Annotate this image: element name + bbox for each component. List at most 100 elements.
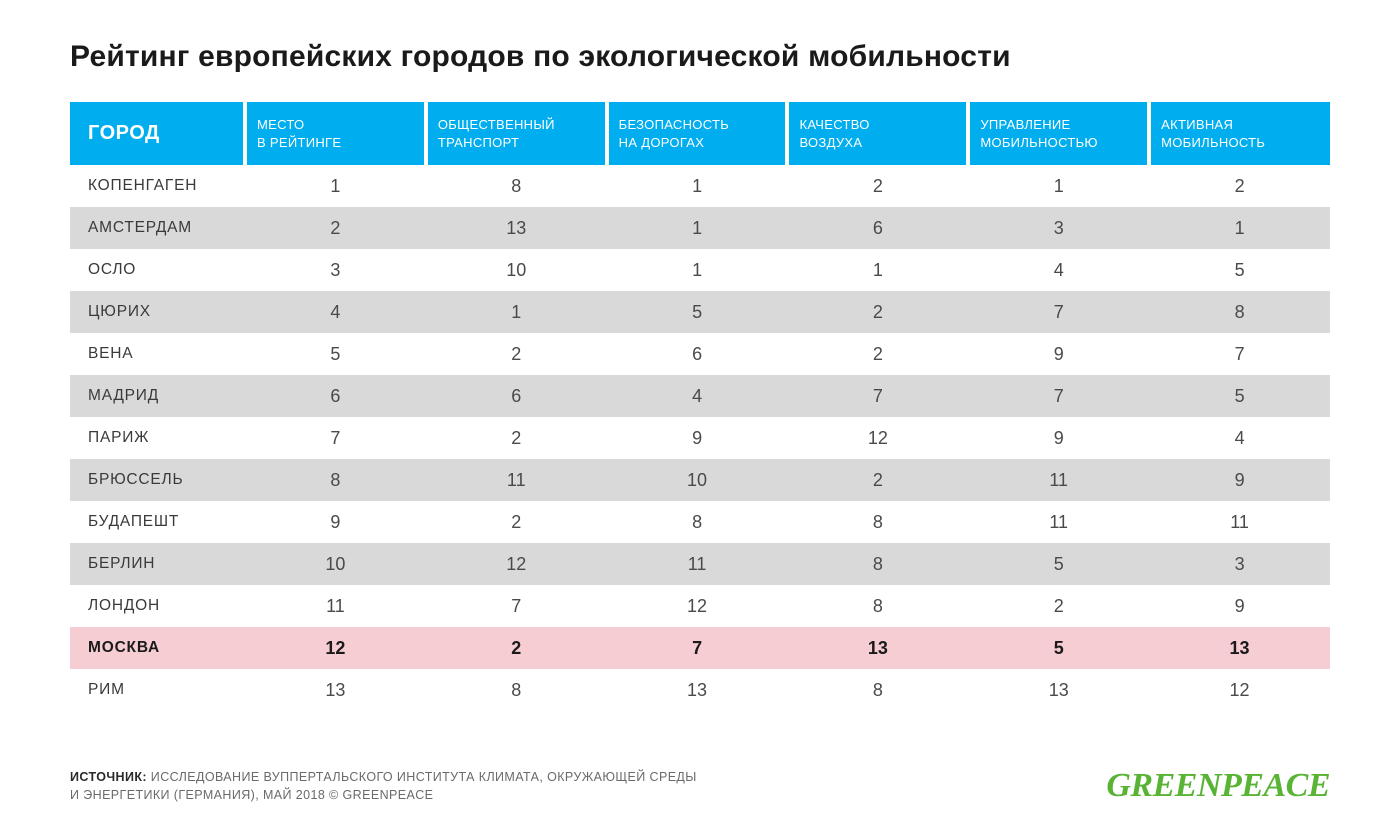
source-citation: ИСТОЧНИК: ИССЛЕДОВАНИЕ ВУППЕРТАЛЬСКОГО И… (70, 768, 697, 806)
cell-value: 11 (245, 585, 426, 627)
cell-city: МАДРИД (70, 375, 245, 417)
cell-value: 8 (787, 501, 968, 543)
cell-value: 1 (968, 165, 1149, 207)
cell-city: ПАРИЖ (70, 417, 245, 459)
col-transport: ОБЩЕСТВЕННЫЙТРАНСПОРТ (426, 102, 607, 165)
table-row: МОСКВА122713513 (70, 627, 1330, 669)
cell-value: 8 (787, 585, 968, 627)
col-rank: МЕСТОВ РЕЙТИНГЕ (245, 102, 426, 165)
cell-city: АМСТЕРДАМ (70, 207, 245, 249)
cell-value: 8 (1149, 291, 1330, 333)
cell-value: 1 (1149, 207, 1330, 249)
cell-city: ЦЮРИХ (70, 291, 245, 333)
source-label: ИСТОЧНИК: (70, 770, 147, 784)
cell-value: 12 (1149, 669, 1330, 711)
table-row: ПАРИЖ7291294 (70, 417, 1330, 459)
cell-value: 5 (1149, 249, 1330, 291)
cell-city: БЕРЛИН (70, 543, 245, 585)
cell-city: ВЕНА (70, 333, 245, 375)
source-line1: ИССЛЕДОВАНИЕ ВУППЕРТАЛЬСКОГО ИНСТИТУТА К… (147, 770, 697, 784)
cell-value: 5 (968, 543, 1149, 585)
table-row: ОСЛО3101145 (70, 249, 1330, 291)
table-header-row: ГОРОД МЕСТОВ РЕЙТИНГЕ ОБЩЕСТВЕННЫЙТРАНСП… (70, 102, 1330, 165)
cell-city: БУДАПЕШТ (70, 501, 245, 543)
cell-value: 2 (245, 207, 426, 249)
cell-value: 12 (245, 627, 426, 669)
cell-value: 4 (245, 291, 426, 333)
cell-value: 3 (968, 207, 1149, 249)
table-row: КОПЕНГАГЕН181212 (70, 165, 1330, 207)
cell-value: 5 (245, 333, 426, 375)
cell-value: 12 (426, 543, 607, 585)
cell-value: 8 (607, 501, 788, 543)
cell-value: 9 (968, 333, 1149, 375)
col-safety: БЕЗОПАСНОСТЬНА ДОРОГАХ (607, 102, 788, 165)
cell-value: 5 (968, 627, 1149, 669)
table-row: ЛОНДОН11712829 (70, 585, 1330, 627)
col-air: КАЧЕСТВОВОЗДУХА (787, 102, 968, 165)
cell-value: 8 (787, 543, 968, 585)
table-row: БРЮССЕЛЬ811102119 (70, 459, 1330, 501)
cell-value: 13 (245, 669, 426, 711)
cell-value: 13 (787, 627, 968, 669)
cell-value: 6 (245, 375, 426, 417)
cell-city: ОСЛО (70, 249, 245, 291)
cell-city: БРЮССЕЛЬ (70, 459, 245, 501)
cell-value: 2 (426, 333, 607, 375)
cell-value: 11 (607, 543, 788, 585)
cell-value: 1 (426, 291, 607, 333)
cell-value: 13 (968, 669, 1149, 711)
cell-value: 7 (1149, 333, 1330, 375)
table-row: ВЕНА526297 (70, 333, 1330, 375)
cell-value: 12 (787, 417, 968, 459)
cell-value: 11 (968, 459, 1149, 501)
cell-value: 9 (968, 417, 1149, 459)
cell-value: 7 (787, 375, 968, 417)
cell-value: 13 (607, 669, 788, 711)
cell-value: 2 (426, 627, 607, 669)
cell-value: 10 (245, 543, 426, 585)
cell-value: 8 (245, 459, 426, 501)
cell-value: 8 (426, 669, 607, 711)
cell-value: 2 (426, 417, 607, 459)
cell-value: 1 (607, 249, 788, 291)
cell-value: 7 (245, 417, 426, 459)
cell-value: 8 (426, 165, 607, 207)
cell-value: 7 (968, 375, 1149, 417)
cell-value: 7 (968, 291, 1149, 333)
cell-value: 5 (607, 291, 788, 333)
cell-value: 2 (1149, 165, 1330, 207)
cell-value: 9 (245, 501, 426, 543)
cell-city: ЛОНДОН (70, 585, 245, 627)
cell-value: 3 (245, 249, 426, 291)
cell-value: 2 (787, 165, 968, 207)
cell-value: 4 (607, 375, 788, 417)
ranking-table: ГОРОД МЕСТОВ РЕЙТИНГЕ ОБЩЕСТВЕННЫЙТРАНСП… (70, 102, 1330, 711)
cell-value: 3 (1149, 543, 1330, 585)
cell-value: 9 (607, 417, 788, 459)
cell-value: 5 (1149, 375, 1330, 417)
col-city: ГОРОД (70, 102, 245, 165)
cell-value: 11 (968, 501, 1149, 543)
cell-value: 11 (426, 459, 607, 501)
col-active: АКТИВНАЯМОБИЛЬНОСТЬ (1149, 102, 1330, 165)
cell-value: 1 (607, 207, 788, 249)
cell-value: 7 (607, 627, 788, 669)
source-line2: И ЭНЕРГЕТИКИ (ГЕРМАНИЯ), МАЙ 2018 © GREE… (70, 788, 433, 802)
cell-value: 10 (607, 459, 788, 501)
table-row: МАДРИД664775 (70, 375, 1330, 417)
table-row: РИМ1381381312 (70, 669, 1330, 711)
cell-value: 6 (607, 333, 788, 375)
cell-value: 1 (607, 165, 788, 207)
cell-value: 2 (787, 459, 968, 501)
cell-value: 12 (607, 585, 788, 627)
table-row: БЕРЛИН101211853 (70, 543, 1330, 585)
table-row: ЦЮРИХ415278 (70, 291, 1330, 333)
page-title: Рейтинг европейских городов по экологиче… (70, 40, 1330, 74)
cell-value: 4 (968, 249, 1149, 291)
table-row: АМСТЕРДАМ2131631 (70, 207, 1330, 249)
table-row: БУДАПЕШТ92881111 (70, 501, 1330, 543)
cell-value: 1 (245, 165, 426, 207)
cell-value: 2 (787, 333, 968, 375)
cell-value: 10 (426, 249, 607, 291)
